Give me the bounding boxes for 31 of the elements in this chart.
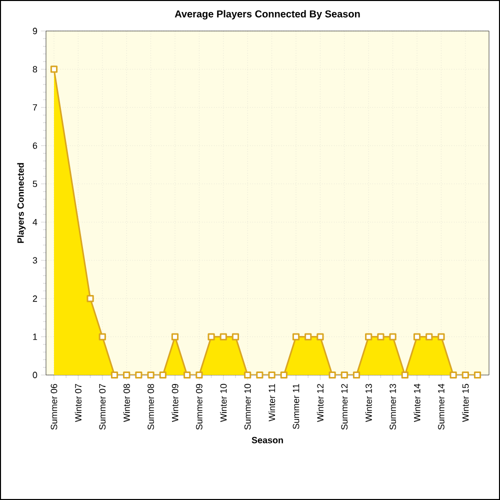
x-tick-label: Summer 12 bbox=[341, 384, 348, 430]
x-tick-label: Summer 11 bbox=[292, 384, 300, 429]
x-tick-label: Winter 09 bbox=[172, 384, 178, 422]
y-axis-title: Players Connected bbox=[17, 163, 26, 243]
y-tick-label: 3 bbox=[32, 257, 38, 264]
y-tick-label: 5 bbox=[32, 180, 38, 188]
x-tick-label: Winter 13 bbox=[365, 384, 372, 422]
x-tick-label: Summer 08 bbox=[148, 384, 154, 430]
x-tick-label: Summer 07 bbox=[99, 384, 106, 430]
y-tick-label: 9 bbox=[32, 28, 38, 34]
y-tick-label: 8 bbox=[32, 66, 38, 72]
x-axis-title: Season bbox=[252, 436, 283, 444]
x-tick-label: Winter 15 bbox=[462, 384, 469, 422]
y-tick-label: 4 bbox=[32, 219, 38, 226]
x-tick-label: Summer 09 bbox=[196, 384, 202, 430]
y-tick-label: 1 bbox=[33, 334, 38, 340]
y-tick-label: 2 bbox=[32, 295, 38, 302]
x-tick-label: Summer 13 bbox=[390, 384, 396, 430]
x-tick-label: Summer 10 bbox=[244, 384, 251, 430]
x-tick-label: Winter 08 bbox=[123, 384, 130, 422]
x-tick-label: Winter 10 bbox=[220, 384, 227, 422]
x-tick-label: Winter 11 bbox=[268, 384, 276, 422]
x-tick-label: Winter 14 bbox=[414, 384, 420, 422]
y-tick-label: 0 bbox=[32, 372, 38, 378]
chart-title: Average Players Connected By Season bbox=[174, 10, 360, 20]
y-tick-label: 7 bbox=[32, 104, 38, 111]
y-tick-label: 6 bbox=[32, 142, 38, 149]
x-tick-label: Summer 06 bbox=[50, 384, 58, 430]
x-tick-label: Winter 12 bbox=[316, 384, 324, 422]
x-tick-label: Winter 07 bbox=[74, 384, 82, 422]
x-tick-label: Summer 14 bbox=[438, 384, 444, 430]
